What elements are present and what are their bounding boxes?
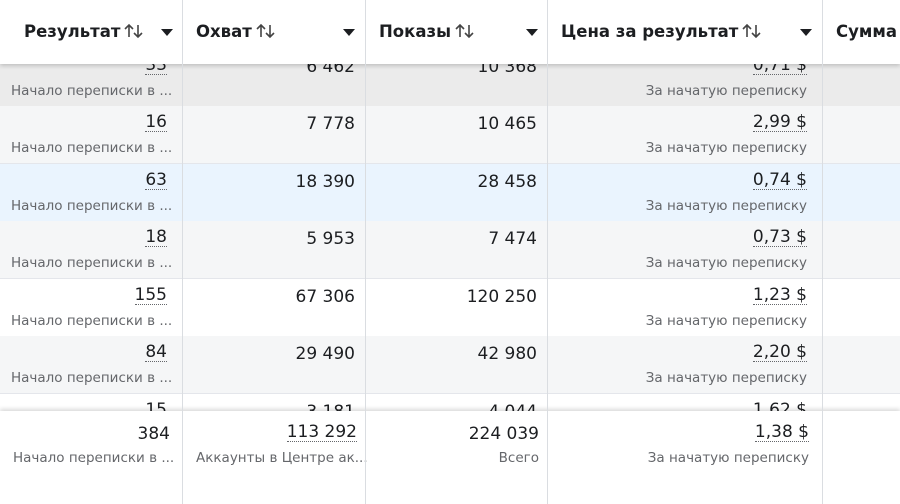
result-sub: Начало переписки в ...	[11, 82, 173, 99]
column-header[interactable]: Показы	[379, 22, 475, 41]
impressions: 224 039	[468, 424, 539, 444]
cost: 1,38 $	[754, 422, 809, 442]
result-sub: Начало переписки в ...	[11, 197, 173, 214]
cost: 0,74 $	[752, 169, 807, 190]
cost-sub: За начатую переписку	[645, 370, 807, 386]
table-row[interactable]: 18 Начало переписки в ... 5 953 7 474 0,73 $…	[0, 221, 900, 279]
table-row[interactable]: 63 Начало переписки в ... 18 390 28 458 0,74…	[0, 163, 900, 222]
column-title[interactable]: Показы	[379, 22, 451, 41]
impressions: 7 474	[488, 229, 537, 249]
column-title[interactable]: Цена за результат	[561, 22, 739, 41]
impressions: 10 465	[477, 114, 537, 134]
result-sub: Начало переписки в ...	[13, 450, 175, 466]
column-title[interactable]: Результат	[24, 22, 121, 41]
column-divider	[182, 0, 183, 504]
cost-sub: За начатую переписку	[645, 140, 807, 156]
impressions: 120 250	[466, 286, 537, 307]
table-header: Результат Охват Показы Цена за результат Сум…	[0, 0, 900, 64]
result-sub: Начало переписки в ...	[11, 312, 173, 329]
cost-sub: За начатую переписку	[647, 450, 809, 466]
column-divider	[547, 0, 548, 504]
column-header[interactable]: Сумма з	[836, 22, 900, 41]
reach: 67 306	[295, 286, 355, 307]
result-sub: Начало переписки в ...	[11, 370, 173, 386]
result: 384	[137, 424, 170, 444]
cost-sub: За начатую переписку	[645, 312, 807, 329]
cost-sub: За начатую переписку	[645, 197, 807, 214]
dropdown-caret[interactable]	[343, 29, 355, 37]
reach: 7 778	[306, 114, 355, 134]
dropdown-caret[interactable]	[526, 29, 538, 37]
result-sub: Начало переписки в ...	[11, 140, 173, 156]
cost: 1,23 $	[752, 284, 807, 305]
sort-icon[interactable]	[124, 23, 144, 39]
column-header[interactable]: Результат	[24, 22, 144, 41]
column-title[interactable]: Сумма з	[836, 22, 900, 41]
table-row[interactable]: 16 Начало переписки в ... 7 778 10 465 2,99 …	[0, 106, 900, 164]
column-header[interactable]: Цена за результат	[561, 22, 762, 41]
result-sub: Начало переписки в ...	[11, 255, 173, 271]
result: 16	[145, 112, 167, 132]
cost-sub: За начатую переписку	[645, 82, 807, 99]
result: 155	[134, 284, 167, 305]
result: 63	[145, 169, 167, 190]
table-row[interactable]: 84 Начало переписки в ... 29 490 42 980 2,20…	[0, 336, 900, 394]
sort-icon[interactable]	[455, 23, 475, 39]
reach: 29 490	[295, 344, 355, 364]
dropdown-caret[interactable]	[161, 29, 173, 37]
column-divider	[822, 0, 823, 504]
reach: 113 292	[286, 422, 357, 442]
cost: 0,73 $	[752, 227, 807, 247]
table-footer: 384 Начало переписки в ... 113 292 Аккаунты…	[0, 411, 900, 504]
result: 18	[145, 227, 167, 247]
cost: 2,99 $	[752, 112, 807, 132]
dropdown-caret[interactable]	[800, 29, 812, 37]
cost: 2,20 $	[752, 342, 807, 362]
reach: 5 953	[306, 229, 355, 249]
reach: 18 390	[295, 171, 355, 192]
reach-sub: Аккаунты в Центре ак...	[196, 450, 368, 466]
cost-sub: За начатую переписку	[645, 255, 807, 271]
impressions: 42 980	[477, 344, 537, 364]
result: 84	[145, 342, 167, 362]
column-divider	[365, 0, 366, 504]
sort-icon[interactable]	[742, 23, 762, 39]
sort-icon[interactable]	[256, 23, 276, 39]
impressions: 28 458	[477, 171, 537, 192]
impressions-sub: Всего	[498, 450, 539, 466]
column-title[interactable]: Охват	[196, 22, 252, 41]
column-header[interactable]: Охват	[196, 22, 276, 41]
table-row[interactable]: 155 Начало переписки в ... 67 306 120 250 1,…	[0, 278, 900, 337]
